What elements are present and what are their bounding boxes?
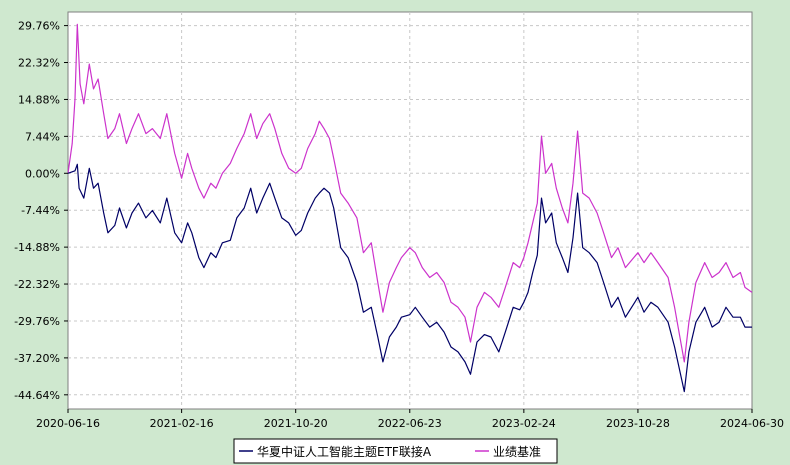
y-tick-label: -29.76% — [14, 315, 60, 328]
series-line-fund — [67, 163, 752, 393]
y-axis-ticks: 29.76% 22.32% 14.88% 7.44% 0.00% -7.44% -14.88… — [14, 20, 68, 402]
y-tick-label: -44.64% — [14, 389, 60, 402]
x-tick-label: 2023-10-28 — [606, 417, 670, 430]
grid-lines — [68, 12, 752, 409]
y-tick-label: 22.32% — [18, 57, 60, 70]
x-tick-label: 2023-02-24 — [492, 417, 556, 430]
x-tick-label: 2024-06-30 — [720, 417, 784, 430]
y-tick-label: 14.88% — [18, 93, 60, 106]
y-tick-label: 0.00% — [25, 167, 60, 180]
x-axis-ticks: 2020-06-16 2021-02-16 2021-10-20 2022-06-23… — [36, 409, 784, 430]
y-tick-label: 7.44% — [25, 130, 60, 143]
y-tick-label: -22.32% — [14, 278, 60, 291]
x-tick-label: 2020-06-16 — [36, 417, 100, 430]
y-tick-label: 29.76% — [18, 20, 60, 33]
legend-label-benchmark: 业绩基准 — [493, 445, 541, 459]
x-tick-label: 2021-02-16 — [150, 417, 214, 430]
x-tick-label: 2022-06-23 — [378, 417, 442, 430]
legend-label-fund: 华夏中证人工智能主题ETF联接A — [257, 444, 432, 459]
legend-box — [233, 438, 558, 464]
y-tick-label: -7.44% — [21, 204, 60, 217]
y-tick-label: -37.20% — [14, 352, 60, 365]
series-lines — [67, 23, 753, 393]
legend: 华夏中证人工智能主题ETF联接A 业绩基准 — [233, 438, 558, 464]
y-tick-label: -14.88% — [14, 241, 60, 254]
series-line-benchmark — [67, 23, 753, 363]
x-tick-label: 2021-10-20 — [264, 417, 328, 430]
